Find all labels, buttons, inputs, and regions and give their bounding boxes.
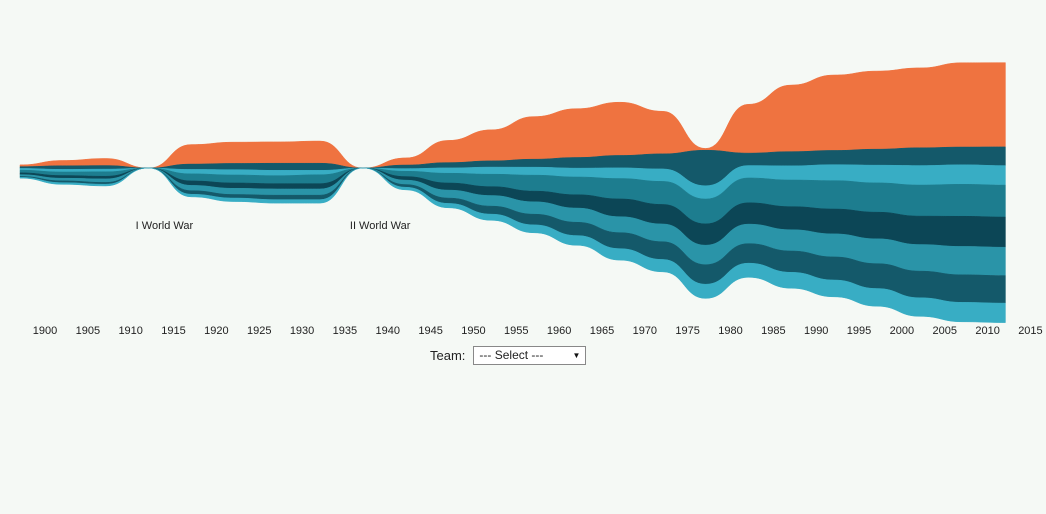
x-tick-label: 1995 xyxy=(847,325,871,337)
x-tick-label: 1920 xyxy=(204,325,228,337)
x-tick-label: 2010 xyxy=(975,325,999,337)
x-tick-label: 1950 xyxy=(461,325,485,337)
x-tick-label: 1905 xyxy=(76,325,100,337)
stream-layer-8[interactable] xyxy=(19,167,1006,323)
x-tick-label: 2005 xyxy=(932,325,956,337)
x-tick-label: 1910 xyxy=(118,325,142,337)
x-tick-label: 1975 xyxy=(675,325,699,337)
x-tick-label: 1970 xyxy=(633,325,657,337)
streamgraph-chart: I World War II World War 1900 1905 1910 1915… xyxy=(19,62,1043,337)
x-tick-label: 1985 xyxy=(761,325,785,337)
annotations: I World War II World War xyxy=(136,220,411,232)
x-tick-label: 1930 xyxy=(290,325,314,337)
x-tick-label: 1935 xyxy=(333,325,357,337)
chart-svg: I World War II World War 1900 1905 1910 1915… xyxy=(19,62,1043,337)
annotation-1: I World War xyxy=(136,220,194,232)
team-select-value: --- Select --- xyxy=(479,348,544,362)
x-axis-ticks: 1900 1905 1910 1915 1920 1925 1930 1935 1940 1945… xyxy=(33,325,1043,337)
stream-layers xyxy=(19,62,1006,323)
x-tick-label: 1955 xyxy=(504,325,528,337)
team-controls: Team: --- Select --- ▼ xyxy=(430,345,587,365)
caret-down-icon: ▼ xyxy=(572,350,581,360)
x-tick-label: 2000 xyxy=(890,325,914,337)
x-tick-label: 1925 xyxy=(247,325,271,337)
x-tick-label: 1990 xyxy=(804,325,828,337)
x-tick-label: 1960 xyxy=(547,325,571,337)
x-tick-label: 1915 xyxy=(161,325,185,337)
x-tick-label: 1940 xyxy=(376,325,400,337)
x-tick-label: 1965 xyxy=(590,325,614,337)
team-select[interactable]: --- Select --- ▼ xyxy=(473,345,587,365)
annotation-2: II World War xyxy=(350,220,411,232)
x-tick-label: 1900 xyxy=(33,325,57,337)
x-tick-label: 2015 xyxy=(1018,325,1042,337)
x-tick-label: 1980 xyxy=(718,325,742,337)
x-tick-label: 1945 xyxy=(418,325,442,337)
team-label: Team: xyxy=(430,347,466,363)
